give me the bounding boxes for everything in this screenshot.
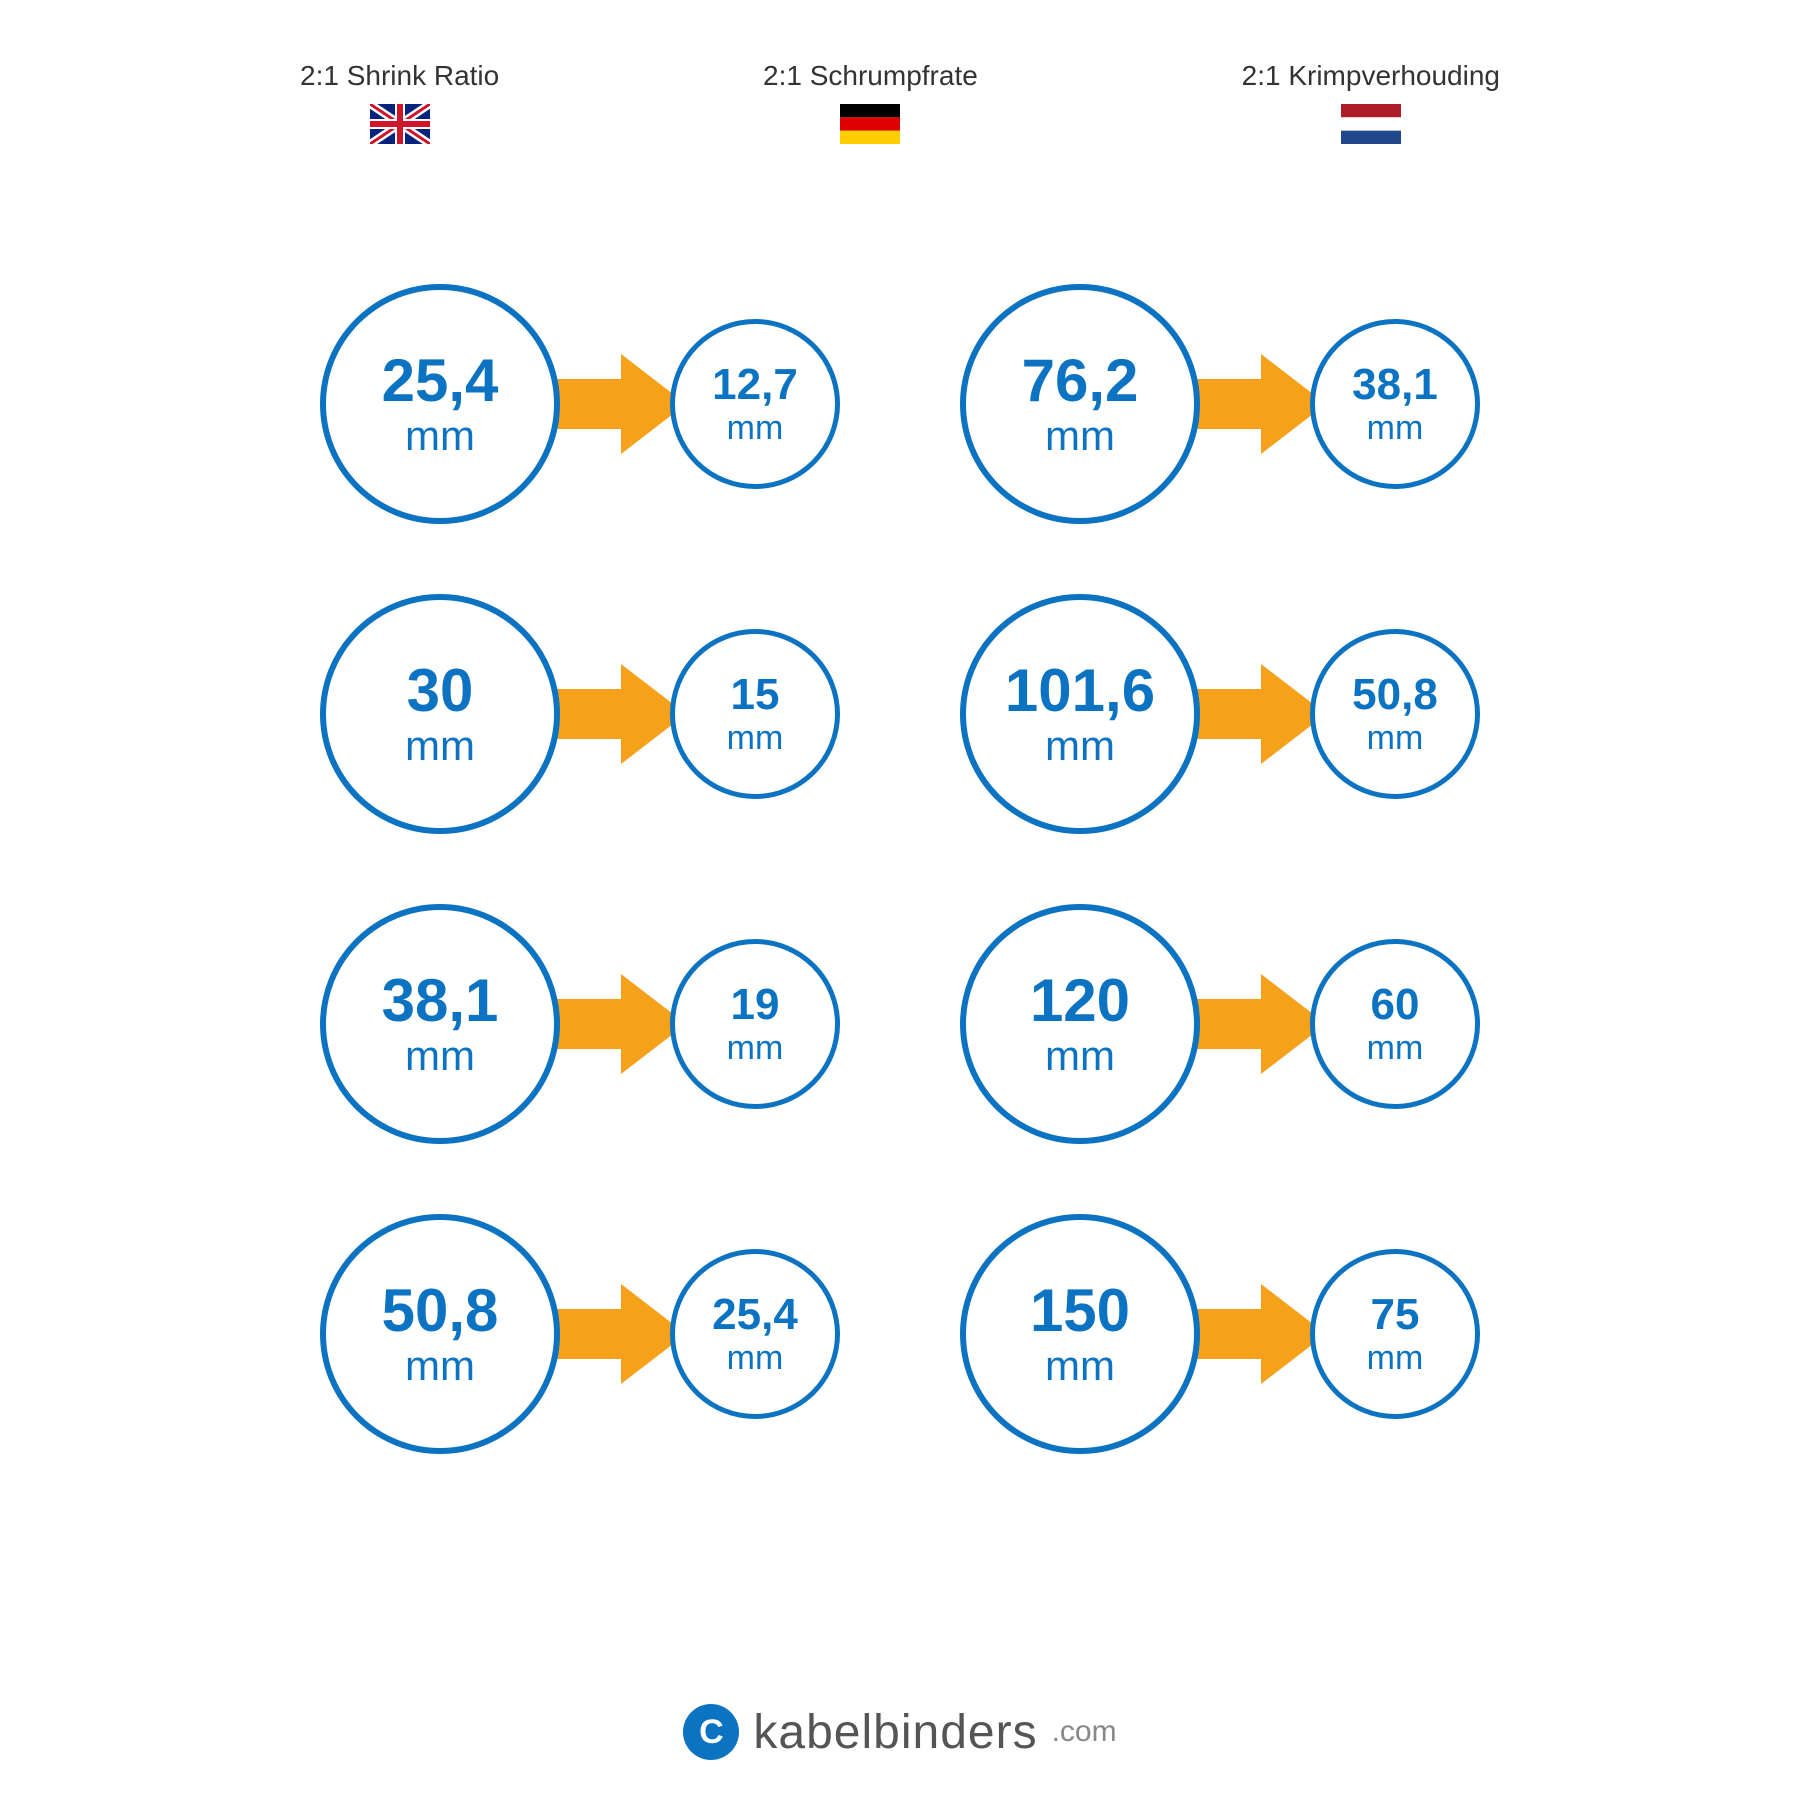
after-circle: 75 mm	[1310, 1249, 1480, 1419]
before-unit: mm	[1045, 1035, 1115, 1077]
before-circle: 30 mm	[320, 594, 560, 834]
after-unit: mm	[1367, 1031, 1424, 1065]
before-circle: 50,8 mm	[320, 1214, 560, 1454]
shrink-pair: 50,8 mm 25,4 mm	[320, 1214, 840, 1454]
after-value: 38,1	[1352, 363, 1438, 407]
before-unit: mm	[405, 415, 475, 457]
before-value: 76,2	[1022, 351, 1139, 411]
before-value: 38,1	[382, 971, 499, 1031]
after-value: 75	[1371, 1293, 1420, 1337]
after-circle: 38,1 mm	[1310, 319, 1480, 489]
before-value: 50,8	[382, 1281, 499, 1341]
before-unit: mm	[405, 1035, 475, 1077]
after-circle: 50,8 mm	[1310, 629, 1480, 799]
before-unit: mm	[405, 1345, 475, 1387]
after-unit: mm	[1367, 411, 1424, 445]
header-item-en: 2:1 Shrink Ratio	[300, 60, 499, 144]
after-unit: mm	[727, 411, 784, 445]
after-value: 12,7	[712, 363, 798, 407]
before-unit: mm	[1045, 415, 1115, 457]
shrink-pair: 120 mm 60 mm	[960, 904, 1480, 1144]
header-row: 2:1 Shrink Ratio 2:1 Schrumpfrate 2:1 Kr…	[300, 60, 1500, 144]
after-unit: mm	[727, 1031, 784, 1065]
shrink-grid: 25,4 mm 12,7 mm 76,2 mm 38,1 mm 30 mm	[320, 284, 1480, 1454]
after-value: 50,8	[1352, 673, 1438, 717]
header-label-en: 2:1 Shrink Ratio	[300, 60, 499, 92]
before-value: 101,6	[1005, 661, 1155, 721]
before-circle: 76,2 mm	[960, 284, 1200, 524]
header-item-nl: 2:1 Krimpverhouding	[1242, 60, 1500, 144]
before-circle: 101,6 mm	[960, 594, 1200, 834]
before-unit: mm	[405, 725, 475, 767]
after-circle: 12,7 mm	[670, 319, 840, 489]
after-unit: mm	[727, 1341, 784, 1375]
after-value: 19	[731, 983, 780, 1027]
header-label-nl: 2:1 Krimpverhouding	[1242, 60, 1500, 92]
shrink-pair: 101,6 mm 50,8 mm	[960, 594, 1480, 834]
shrink-pair: 30 mm 15 mm	[320, 594, 840, 834]
before-value: 25,4	[382, 351, 499, 411]
before-unit: mm	[1045, 725, 1115, 767]
before-circle: 38,1 mm	[320, 904, 560, 1144]
after-value: 15	[731, 673, 780, 717]
before-value: 30	[407, 661, 474, 721]
before-circle: 120 mm	[960, 904, 1200, 1144]
after-circle: 25,4 mm	[670, 1249, 840, 1419]
before-unit: mm	[1045, 1345, 1115, 1387]
after-unit: mm	[1367, 1341, 1424, 1375]
after-value: 25,4	[712, 1293, 798, 1337]
before-value: 150	[1030, 1281, 1130, 1341]
before-circle: 25,4 mm	[320, 284, 560, 524]
after-unit: mm	[1367, 721, 1424, 755]
shrink-pair: 25,4 mm 12,7 mm	[320, 284, 840, 524]
header-item-de: 2:1 Schrumpfrate	[763, 60, 978, 144]
after-circle: 15 mm	[670, 629, 840, 799]
logo-suffix: .com	[1052, 1715, 1117, 1749]
before-value: 120	[1030, 971, 1130, 1031]
shrink-pair: 76,2 mm 38,1 mm	[960, 284, 1480, 524]
after-value: 60	[1371, 983, 1420, 1027]
uk-flag-icon	[370, 104, 430, 144]
de-flag-icon	[840, 104, 900, 144]
before-circle: 150 mm	[960, 1214, 1200, 1454]
nl-flag-icon	[1341, 104, 1401, 144]
logo-text: kabelbinders	[753, 1705, 1037, 1760]
shrink-pair: 38,1 mm 19 mm	[320, 904, 840, 1144]
after-circle: 60 mm	[1310, 939, 1480, 1109]
after-circle: 19 mm	[670, 939, 840, 1109]
shrink-pair: 150 mm 75 mm	[960, 1214, 1480, 1454]
logo-badge-letter: C	[699, 1713, 724, 1752]
after-unit: mm	[727, 721, 784, 755]
logo-badge: C	[683, 1704, 739, 1760]
header-label-de: 2:1 Schrumpfrate	[763, 60, 978, 92]
brand-logo: C kabelbinders .com	[683, 1704, 1116, 1760]
